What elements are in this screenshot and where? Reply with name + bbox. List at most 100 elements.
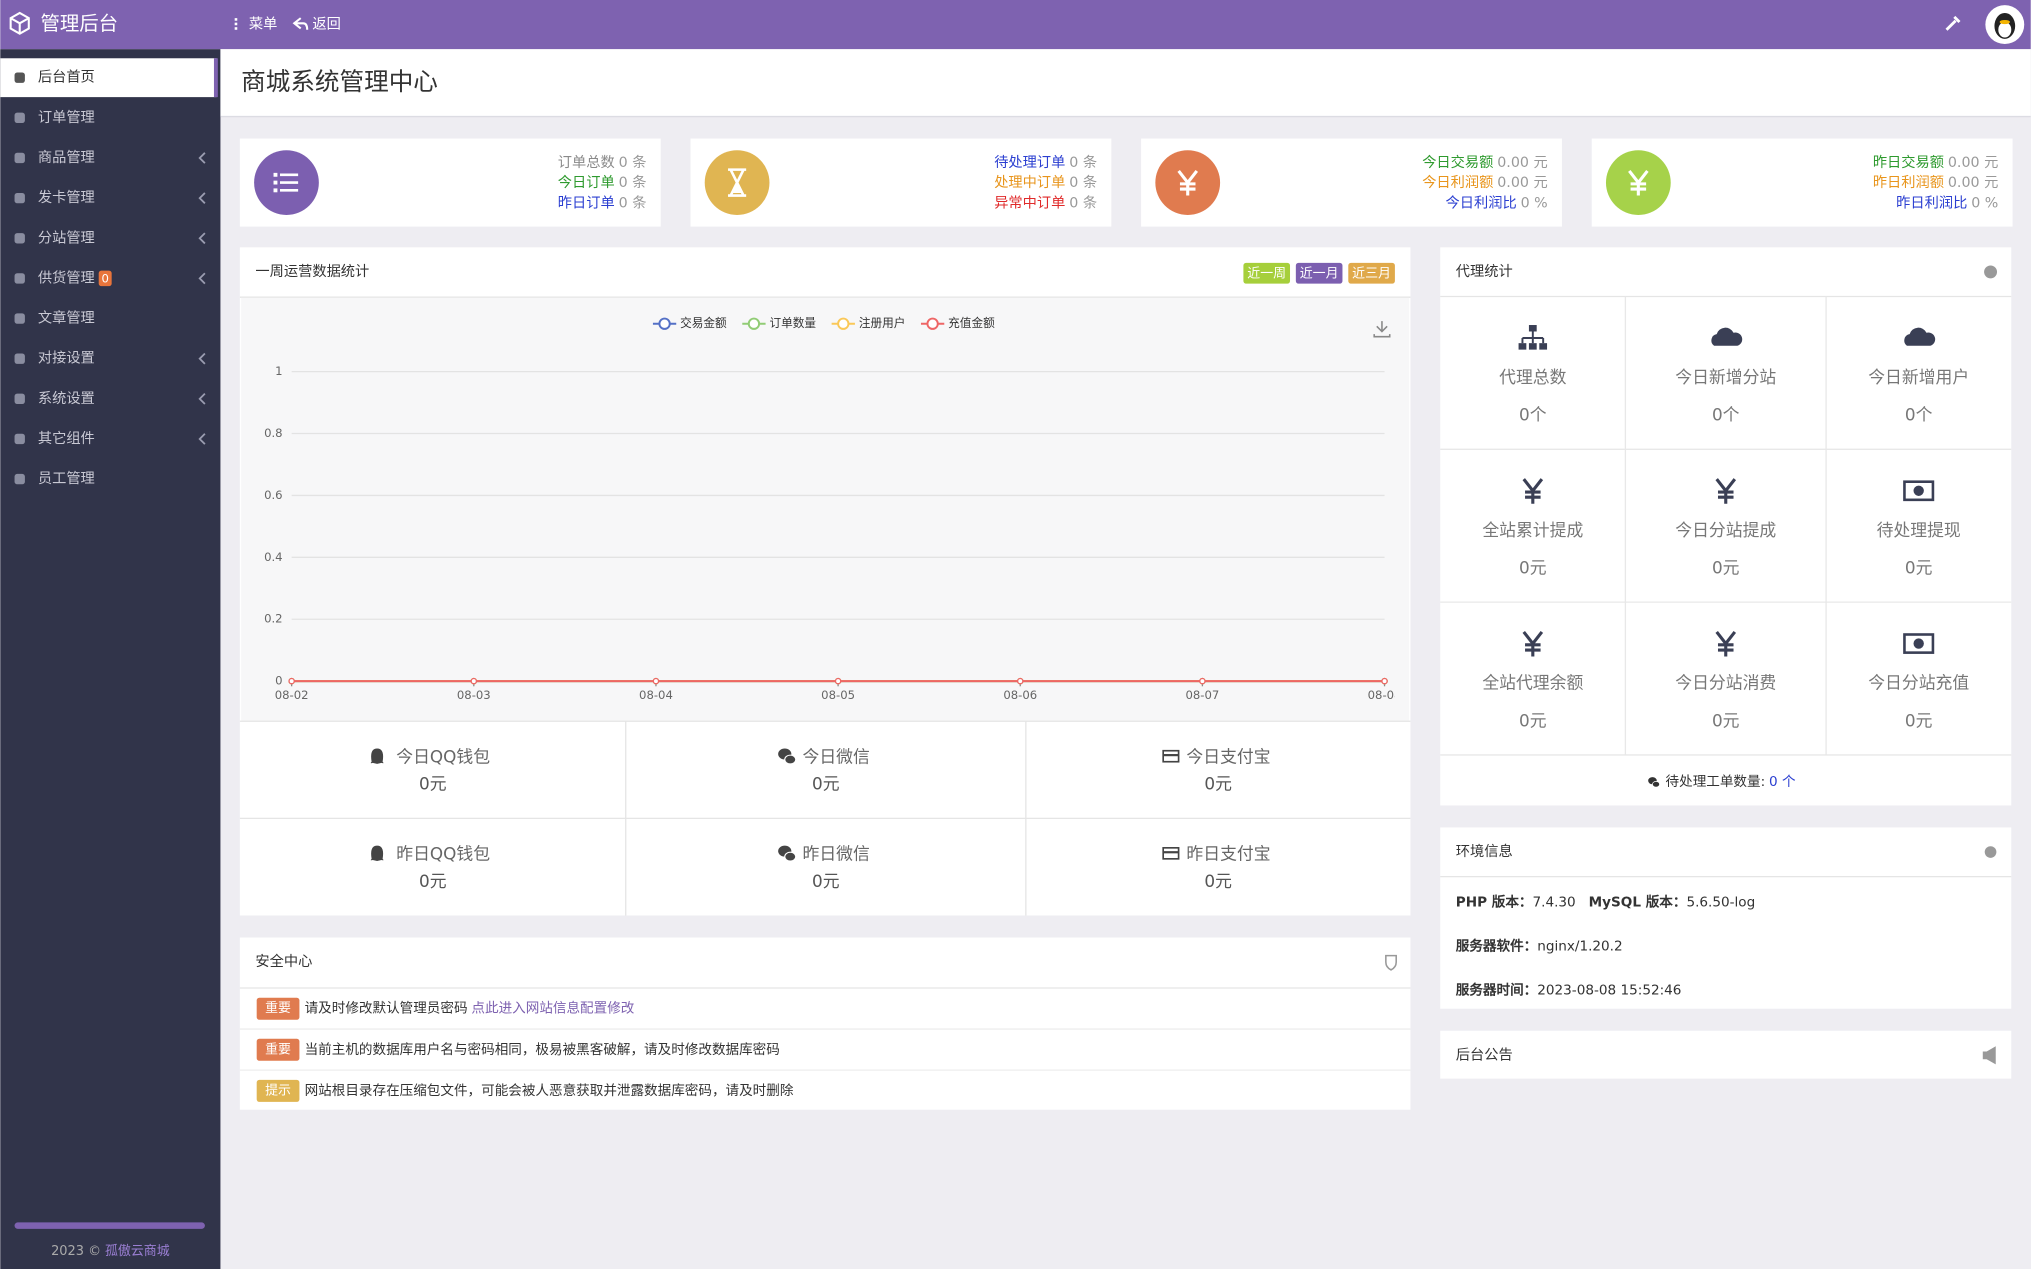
x-tick-label: 08-06 xyxy=(1003,688,1037,702)
brand-icon xyxy=(9,11,30,35)
brand: 管理后台 xyxy=(40,12,118,35)
nav-item[interactable]: 发卡管理 xyxy=(14,189,206,206)
icon-part xyxy=(273,188,278,193)
nav-chevron xyxy=(198,272,206,285)
x-tick-label: 08-03 xyxy=(457,688,491,702)
nav-chevron xyxy=(198,352,206,365)
legend-item[interactable]: 注册用户 xyxy=(831,316,906,330)
nav-item[interactable]: 员工管理 xyxy=(14,470,95,487)
agent-label: 今日新增用户 xyxy=(1868,367,1969,387)
nav-badge-bg xyxy=(98,270,112,287)
nav-item[interactable]: 文章管理 xyxy=(14,309,95,327)
range-button[interactable]: 近一月 xyxy=(1295,262,1343,284)
icon xyxy=(778,845,797,862)
nav-icon xyxy=(14,192,25,204)
payment-label: 昨日支付宝 xyxy=(1186,844,1270,864)
nav-item[interactable]: 供货管理 0 xyxy=(14,269,206,287)
nav-item[interactable]: 对接设置 xyxy=(14,350,206,367)
avatar-figure xyxy=(1998,22,2012,38)
sidebar-scroll xyxy=(14,1222,205,1229)
nav-icon xyxy=(14,433,25,445)
y-tick-label: 0.4 xyxy=(264,550,283,564)
menu-icon xyxy=(234,18,238,21)
nav-item[interactable]: 订单管理 xyxy=(14,109,95,126)
payment-label: 今日支付宝 xyxy=(1186,747,1270,767)
env-value: nginx/1.20.2 xyxy=(1537,939,1622,955)
stat-row: 昨日利润比 0 % xyxy=(1896,194,1998,211)
settings-button[interactable] xyxy=(1945,15,1961,31)
nav-item[interactable]: 商品管理 xyxy=(14,149,206,166)
download-button[interactable] xyxy=(1373,321,1391,338)
security-text: 当前主机的数据库用户名与密码相同，极易被黑客破解，请及时修改数据库密码 xyxy=(305,1041,780,1058)
stat-row: 今日利润比 0 % xyxy=(1446,194,1548,211)
legend-item[interactable]: 交易金额 xyxy=(652,316,727,330)
stat-label: 今日订单 xyxy=(558,174,615,191)
env-label: 服务器时间： xyxy=(1456,982,1537,999)
security-message: 网站根目录存在压缩包文件，可能会被人恶意获取并泄露数据库密码，请及时删除 xyxy=(305,1082,794,1099)
range-button[interactable]: 近三月 xyxy=(1348,262,1395,284)
stat-row: 待处理订单 0 条 xyxy=(994,154,1097,171)
stat-label: 今日交易额 xyxy=(1422,153,1493,171)
series-point xyxy=(1199,677,1206,685)
stat-row: 今日交易额 0.00 元 xyxy=(1422,153,1548,171)
legend-marker xyxy=(926,317,939,330)
nav-item[interactable]: 系统设置 xyxy=(14,390,206,407)
icon-part xyxy=(731,183,743,193)
panel-title: 代理统计 xyxy=(1456,263,1513,280)
panel-title: 后台公告 xyxy=(1456,1046,1513,1063)
range-button-label: 近三月 xyxy=(1352,266,1391,281)
agent-label: 今日新增分站 xyxy=(1675,367,1776,387)
icon xyxy=(1648,777,1660,788)
nav-item[interactable]: 其它组件 xyxy=(14,429,206,447)
range-button-label: 近一周 xyxy=(1247,266,1286,281)
payment-value: 0元 xyxy=(419,871,447,891)
range-button[interactable]: 近一周 xyxy=(1243,262,1291,284)
stat-label: 昨日利润比 xyxy=(1896,194,1967,211)
nav-item[interactable]: 分站管理 xyxy=(14,229,206,246)
stat-row: 处理中订单 0 条 xyxy=(994,174,1097,191)
tag-bg xyxy=(256,997,300,1020)
range-button-bg xyxy=(1243,262,1291,284)
menu-button[interactable]: 菜单 xyxy=(234,16,278,33)
footer-link[interactable]: 孤傲云商城 xyxy=(105,1243,170,1258)
icon xyxy=(1522,478,1544,504)
security-text: 网站根目录存在压缩包文件，可能会被人恶意获取并泄露数据库密码，请及时删除 xyxy=(305,1082,794,1099)
nav-item[interactable]: 后台首页 xyxy=(0,58,218,98)
payment-label: 今日微信 xyxy=(803,747,870,767)
back-button[interactable]: 返回 xyxy=(292,16,341,33)
nav-chevron xyxy=(198,393,206,405)
y-tick-label: 0.2 xyxy=(264,612,283,626)
stat-row: 今日订单 0 条 xyxy=(558,174,647,191)
back-icon xyxy=(292,17,309,30)
env-row: PHP 版本：7.4.30 MySQL 版本：5.6.50-log xyxy=(1456,894,1755,911)
range-button-label: 近一月 xyxy=(1300,266,1339,281)
nav-icon xyxy=(14,152,25,164)
nav-label: 订单管理 xyxy=(38,109,95,126)
icon-part xyxy=(1904,327,1936,346)
nav-icon xyxy=(14,273,25,284)
security-message: 请及时修改默认管理员密码 xyxy=(305,1000,468,1017)
legend-item[interactable]: 订单数量 xyxy=(742,316,816,330)
x-tick-label: 08-02 xyxy=(275,688,309,702)
env-value: 2023-08-08 15:52:46 xyxy=(1537,983,1681,999)
icon-part xyxy=(1913,485,1924,496)
agent-value: 0元 xyxy=(1519,557,1547,577)
stat-label: 订单总数 xyxy=(558,154,615,171)
tag-label: 重要 xyxy=(265,1000,291,1016)
legend-label: 充值金额 xyxy=(948,316,995,330)
x-tick-label: 08-04 xyxy=(639,688,673,702)
stat-row: 昨日订单 0 条 xyxy=(558,194,647,211)
legend-item[interactable]: 充值金额 xyxy=(920,316,995,330)
stat-row: 昨日交易额 0.00 元 xyxy=(1873,153,1999,171)
agent-value: 0个 xyxy=(1519,405,1547,425)
env-value: 7.4.30 xyxy=(1532,895,1575,911)
icon-part xyxy=(728,168,747,197)
tag-label: 提示 xyxy=(265,1082,291,1098)
avatar[interactable] xyxy=(1985,5,2025,45)
stat-value: 0 % xyxy=(1521,195,1548,211)
nav-label: 后台首页 xyxy=(38,69,95,86)
security-link[interactable]: 点此进入网站信息配置修改 xyxy=(471,1000,634,1017)
env-row: 服务器时间：2023-08-08 15:52:46 xyxy=(1456,982,1682,999)
megaphone-icon xyxy=(1982,1046,1996,1065)
stat-label: 今日利润额 xyxy=(1422,174,1493,191)
